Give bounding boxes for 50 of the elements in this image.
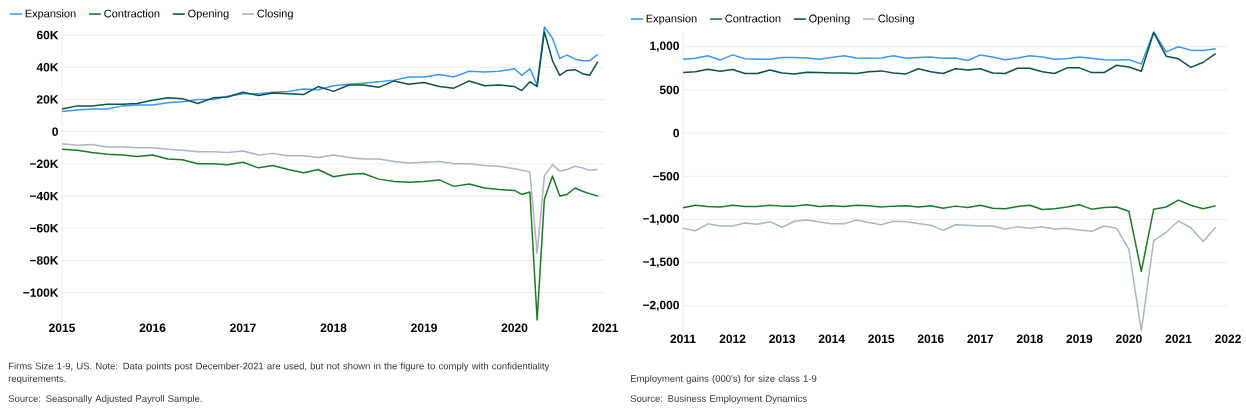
x-tick-label: 2020: [1116, 334, 1142, 344]
line-series: [682, 199, 1217, 273]
x-tick-label: 2019: [1066, 334, 1093, 344]
y-tick-label: 1,000: [650, 41, 679, 52]
legend-label: Expansion: [25, 9, 76, 20]
legend-label: Contraction: [725, 14, 781, 23]
y-tick-label: 500: [659, 85, 679, 95]
legend-label: Contraction: [104, 9, 160, 18]
y-tick-label: −100K: [23, 288, 59, 297]
x-tick-label: 2021: [592, 323, 619, 333]
line-series: [61, 148, 599, 321]
text: Firms Size 1-9, US. Note: Data points post December-2021 are used, but not shown in the figure to comply with confidentiality requirements.: [8, 362, 550, 384]
legend-label: Opening: [188, 9, 229, 20]
y-tick-label: −60K: [29, 223, 59, 233]
x-tick-label: 2012: [719, 334, 746, 344]
x-tick-label: 2019: [411, 323, 437, 333]
line-series: [682, 31, 1217, 75]
y-tick-label: −1,500: [642, 257, 679, 268]
source-note: Source: Business Employment Dynamics: [630, 394, 807, 404]
x-tick-label: 2017: [967, 334, 994, 344]
legend-label: Closing: [257, 9, 293, 20]
y-tick-label: −2,000: [642, 300, 679, 312]
x-tick-label: 2018: [320, 323, 347, 333]
legend-label: Expansion: [646, 14, 697, 25]
source-note: Source: Seasonally Adjusted Payroll Sample.: [8, 394, 202, 404]
x-tick-label: 2022: [1215, 334, 1241, 344]
legend-label: Closing: [878, 14, 914, 25]
y-tick-label: 20K: [36, 95, 59, 104]
text: Employment gains (000's) for size class 1-9: [631, 374, 817, 384]
y-tick-label: 40K: [36, 63, 59, 72]
x-tick-label: 2017: [230, 323, 256, 333]
y-tick-label: −80K: [29, 256, 59, 265]
x-tick-label: 2014: [818, 334, 845, 344]
x-tick-label: 2016: [139, 323, 166, 333]
x-tick-label: 2015: [49, 323, 76, 333]
y-tick-label: −20K: [29, 159, 59, 169]
x-tick-label: 2011: [670, 334, 696, 344]
y-tick-label: 0: [52, 127, 58, 136]
y-tick-label: 60K: [36, 30, 59, 40]
x-tick-label: 2021: [1165, 334, 1192, 344]
y-tick-label: 0: [673, 128, 679, 138]
x-tick-label: 2020: [501, 323, 528, 333]
y-tick-label: −1,000: [642, 214, 679, 225]
x-tick-label: 2013: [769, 334, 796, 344]
y-tick-label: −40K: [29, 191, 59, 201]
x-tick-label: 2018: [1016, 334, 1043, 344]
y-tick-label: −500: [652, 172, 679, 181]
x-tick-label: 2016: [917, 334, 944, 344]
x-tick-label: 2015: [868, 334, 895, 344]
legend-label: Opening: [809, 14, 850, 25]
